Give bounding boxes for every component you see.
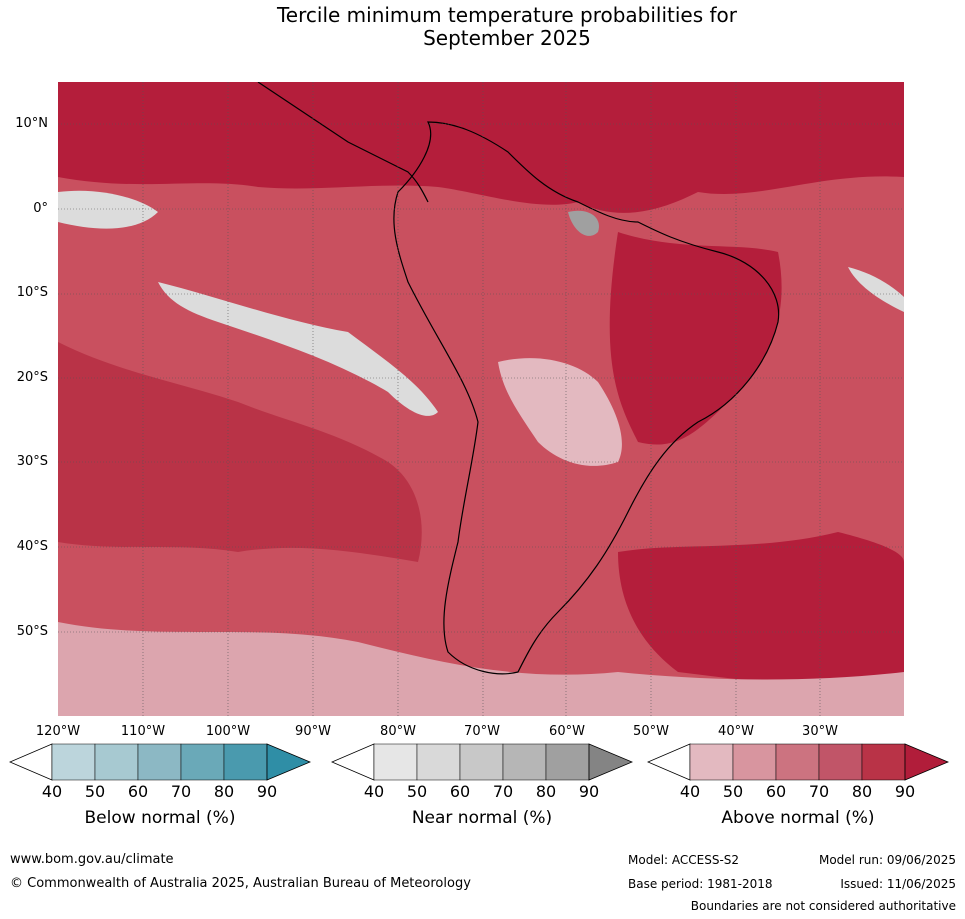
colorbar-below bbox=[9, 743, 311, 781]
colorbar-near-tick: 50 bbox=[406, 782, 428, 801]
colorbar-below-tick: 90 bbox=[256, 782, 278, 801]
colorbar-above-tick: 90 bbox=[894, 782, 916, 801]
title-line-1: Tercile minimum temperature probabilitie… bbox=[276, 3, 738, 27]
colorbar-near-title: Near normal (%) bbox=[411, 808, 553, 828]
lon-label-60w: 60°W bbox=[549, 724, 585, 739]
website-text: www.bom.gov.au/climate bbox=[10, 852, 174, 867]
brazil-warm-region bbox=[609, 232, 782, 445]
colorbar-above-segment bbox=[732, 743, 777, 781]
southern-pale-band bbox=[58, 622, 904, 716]
colorbar-below-low-extend bbox=[9, 743, 53, 781]
lon-label-30w: 30°W bbox=[802, 724, 838, 739]
lat-label-0: 0° bbox=[33, 201, 48, 216]
colorbar-above-tick: 80 bbox=[851, 782, 873, 801]
colorbar-below-segment bbox=[223, 743, 268, 781]
base-period-text: Base period: 1981-2018 bbox=[628, 877, 773, 891]
near-normal-region-4 bbox=[848, 267, 904, 312]
disclaimer-text: Boundaries are not considered authoritat… bbox=[690, 899, 956, 913]
model-text: Model: ACCESS-S2 bbox=[628, 853, 740, 867]
colorbar-below-segment bbox=[180, 743, 225, 781]
near-normal-region-2 bbox=[158, 282, 438, 416]
lon-label-100w: 100°W bbox=[205, 724, 251, 739]
colorbar-above-low-extend bbox=[647, 743, 691, 781]
colorbar-near-segment bbox=[373, 743, 418, 781]
colorbar-above-tick: 60 bbox=[765, 782, 787, 801]
lat-label-30s: 30°S bbox=[16, 454, 48, 469]
lon-label-50w: 50°W bbox=[633, 724, 669, 739]
colorbar-below-segment bbox=[94, 743, 139, 781]
map-svg bbox=[58, 82, 904, 716]
lon-label-70w: 70°W bbox=[464, 724, 500, 739]
central-america-coastline bbox=[257, 82, 429, 203]
near-normal-region-1 bbox=[58, 190, 158, 229]
colorbar-near-segment bbox=[459, 743, 504, 781]
colorbar-below-segment bbox=[51, 743, 96, 781]
colorbar-near-tick: 80 bbox=[535, 782, 557, 801]
colorbar-near-tick: 70 bbox=[492, 782, 514, 801]
copyright-text: © Commonwealth of Australia 2025, Austra… bbox=[10, 876, 471, 891]
colorbar-below-high-extend bbox=[266, 743, 311, 781]
colorbar-above-segment bbox=[818, 743, 863, 781]
colorbar-below-tick: 50 bbox=[84, 782, 106, 801]
lon-label-110w: 110°W bbox=[120, 724, 166, 739]
probability-map bbox=[58, 82, 904, 716]
colorbar-above-segment bbox=[775, 743, 820, 781]
colorbar-above-segment bbox=[689, 743, 734, 781]
issued-text: Issued: 11/06/2025 bbox=[840, 877, 956, 891]
colorbar-above-tick: 40 bbox=[679, 782, 701, 801]
near-normal-region-3 bbox=[568, 210, 599, 236]
colorbar-above-tick: 70 bbox=[808, 782, 830, 801]
lon-label-120w: 120°W bbox=[35, 724, 81, 739]
northern-warm-region bbox=[58, 82, 904, 213]
colorbar-above-high-extend bbox=[904, 743, 949, 781]
colorbar-below-tick: 70 bbox=[170, 782, 192, 801]
colorbar-below-tick: 80 bbox=[213, 782, 235, 801]
colorbar-near-tick: 40 bbox=[363, 782, 385, 801]
colorbar-near bbox=[331, 743, 633, 781]
lon-label-80w: 80°W bbox=[380, 724, 416, 739]
colorbar-near-tick: 90 bbox=[578, 782, 600, 801]
lat-label-50s: 50°S bbox=[16, 624, 48, 639]
south-atlantic-warm-region bbox=[618, 532, 904, 687]
lon-label-40w: 40°W bbox=[718, 724, 754, 739]
colorbar-near-segment bbox=[545, 743, 590, 781]
colorbar-near-tick: 60 bbox=[449, 782, 471, 801]
colorbar-below-tick: 60 bbox=[127, 782, 149, 801]
colorbar-above bbox=[647, 743, 949, 781]
lat-label-10n: 10°N bbox=[15, 116, 48, 131]
colorbar-near-segment bbox=[416, 743, 461, 781]
colorbar-below-title: Below normal (%) bbox=[84, 808, 236, 828]
colorbar-below-segment bbox=[137, 743, 182, 781]
colorbar-above-title: Above normal (%) bbox=[721, 808, 875, 828]
colorbar-near-low-extend bbox=[331, 743, 375, 781]
map-title: Tercile minimum temperature probabilitie… bbox=[0, 4, 965, 50]
lat-label-10s: 10°S bbox=[16, 285, 48, 300]
colorbar-near-segment bbox=[502, 743, 547, 781]
pacific-warm-region bbox=[58, 342, 422, 562]
colorbar-near-high-extend bbox=[588, 743, 633, 781]
title-line-2: September 2025 bbox=[423, 26, 591, 50]
lat-label-40s: 40°S bbox=[16, 539, 48, 554]
above-normal-40-region bbox=[498, 358, 622, 466]
colorbar-above-tick: 50 bbox=[722, 782, 744, 801]
lat-label-20s: 20°S bbox=[16, 370, 48, 385]
south-america-coastline bbox=[393, 121, 780, 675]
colorbar-below-tick: 40 bbox=[41, 782, 63, 801]
lon-label-90w: 90°W bbox=[295, 724, 331, 739]
colorbar-above-segment bbox=[861, 743, 906, 781]
graticule bbox=[58, 82, 904, 716]
model-run-text: Model run: 09/06/2025 bbox=[818, 853, 956, 867]
